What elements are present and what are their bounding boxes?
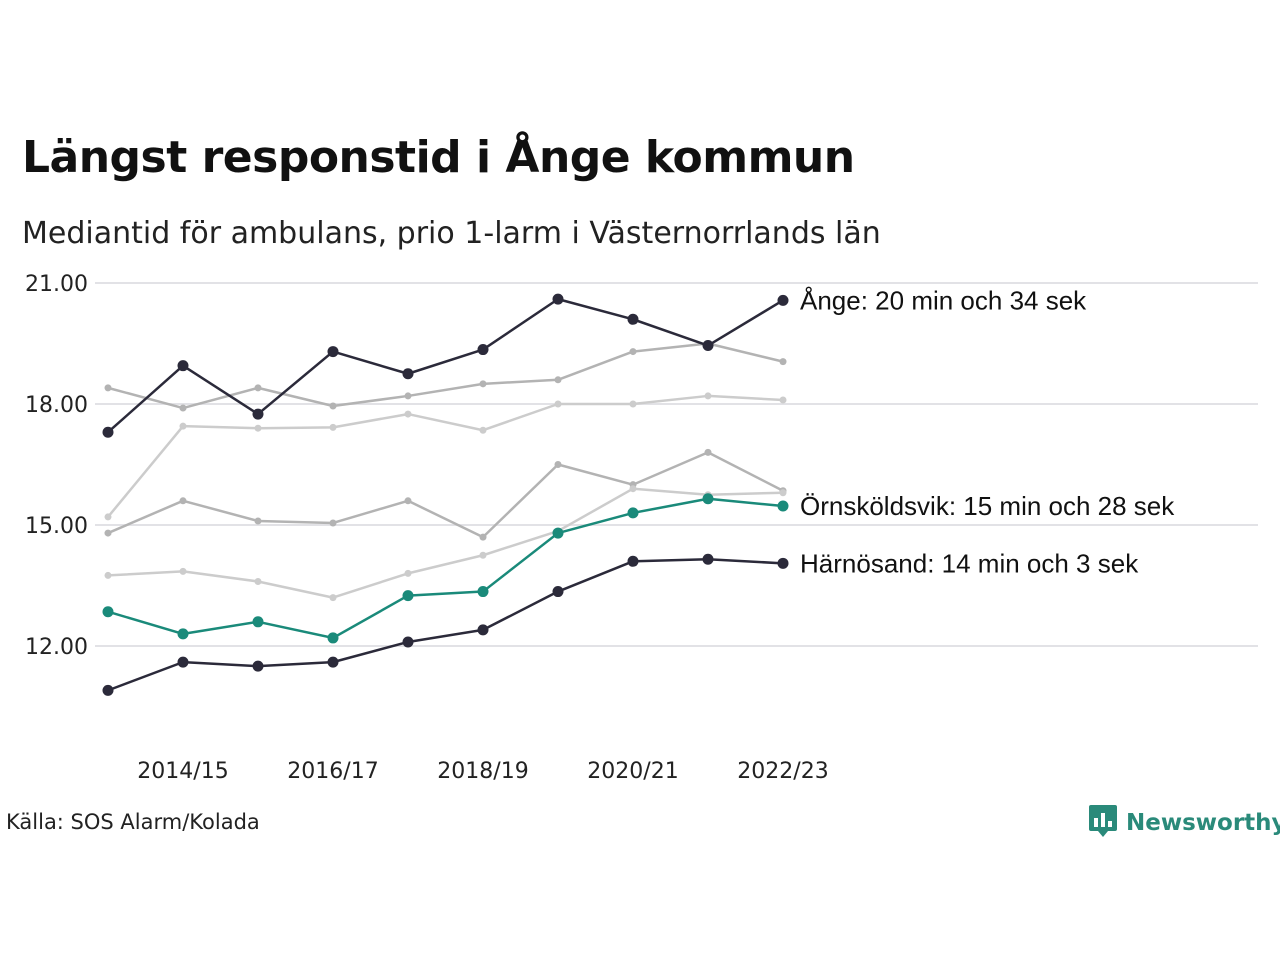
data-point (177, 360, 189, 372)
data-point (179, 404, 187, 412)
series-end-label: Örnsköldsvik: 15 min och 28 sek (800, 491, 1175, 521)
data-point (627, 507, 639, 519)
chart-subtitle: Mediantid för ambulans, prio 1-larm i Vä… (22, 216, 881, 251)
data-point (404, 497, 412, 505)
data-point (552, 586, 564, 598)
data-point (179, 422, 187, 430)
data-point (554, 400, 562, 408)
data-point (252, 408, 264, 420)
data-point (477, 344, 489, 356)
chart-title: Längst responstid i Ånge kommun (22, 132, 855, 183)
data-point (104, 529, 112, 537)
y-tick-label: 15.00 (25, 514, 88, 539)
data-point (702, 493, 714, 505)
data-point (252, 616, 264, 628)
data-point (329, 594, 337, 602)
data-point (552, 527, 564, 539)
x-tick-label: 2018/19 (437, 759, 528, 784)
data-point (329, 519, 337, 527)
data-point (102, 426, 114, 438)
series-line-highlight (107, 497, 784, 640)
data-point (402, 368, 414, 380)
x-tick-label: 2016/17 (287, 759, 378, 784)
data-point (327, 346, 339, 358)
data-point (177, 628, 189, 640)
data-point (254, 517, 262, 525)
data-point (479, 551, 487, 559)
data-point (179, 567, 187, 575)
brand-name: Newsworthy (1126, 810, 1280, 836)
data-point (404, 392, 412, 400)
data-point (627, 555, 639, 567)
source-note: Källa: SOS Alarm/Kolada (6, 810, 260, 834)
data-point (402, 636, 414, 648)
series-end-label: Ånge: 20 min och 34 sek (800, 285, 1087, 315)
newsworthy-brand[interactable]: Newsworthy (1088, 804, 1280, 842)
series-line-context (107, 451, 784, 539)
data-point (479, 533, 487, 541)
data-point (777, 294, 789, 306)
data-point (479, 426, 487, 434)
series-line-context (107, 394, 784, 518)
series-end-label: Härnösand: 14 min och 3 sek (800, 548, 1139, 578)
data-point (252, 660, 264, 672)
data-point (327, 632, 339, 644)
data-point (179, 497, 187, 505)
data-point (479, 380, 487, 388)
series-line-highlight (107, 297, 784, 434)
data-point (177, 656, 189, 668)
data-point (779, 358, 787, 366)
series-line-highlight (107, 558, 784, 692)
data-point (329, 402, 337, 410)
data-point (777, 500, 789, 512)
data-point (629, 400, 637, 408)
data-point (554, 461, 562, 468)
data-point (102, 684, 114, 696)
data-point (704, 448, 712, 456)
data-point (554, 376, 562, 384)
y-tick-label: 21.00 (25, 272, 88, 297)
data-point (702, 340, 714, 352)
data-point (779, 396, 787, 404)
data-point (104, 384, 112, 392)
x-tick-label: 2020/21 (587, 759, 678, 784)
data-point (552, 293, 564, 305)
data-point (104, 513, 112, 521)
data-point (477, 624, 489, 636)
data-point (704, 392, 712, 400)
data-point (402, 590, 414, 602)
series-line-context (107, 342, 784, 410)
x-tick-label: 2014/15 (137, 759, 228, 784)
data-point (404, 569, 412, 577)
data-point (254, 424, 262, 432)
data-point (102, 606, 114, 618)
y-tick-label: 18.00 (25, 393, 88, 418)
data-point (477, 586, 489, 598)
data-point (329, 423, 337, 431)
y-tick-label: 12.00 (25, 635, 88, 660)
newsworthy-logo-icon (1088, 804, 1118, 842)
data-point (404, 410, 412, 418)
series-line-context (107, 487, 784, 599)
data-point (627, 313, 639, 325)
data-point (702, 553, 714, 565)
data-point (327, 656, 339, 668)
data-point (104, 571, 112, 579)
x-tick-label: 2022/23 (737, 759, 828, 784)
data-point (254, 577, 262, 585)
data-point (629, 485, 637, 493)
data-point (629, 348, 637, 356)
data-point (254, 384, 262, 392)
data-point (777, 557, 789, 569)
data-point (779, 489, 787, 497)
